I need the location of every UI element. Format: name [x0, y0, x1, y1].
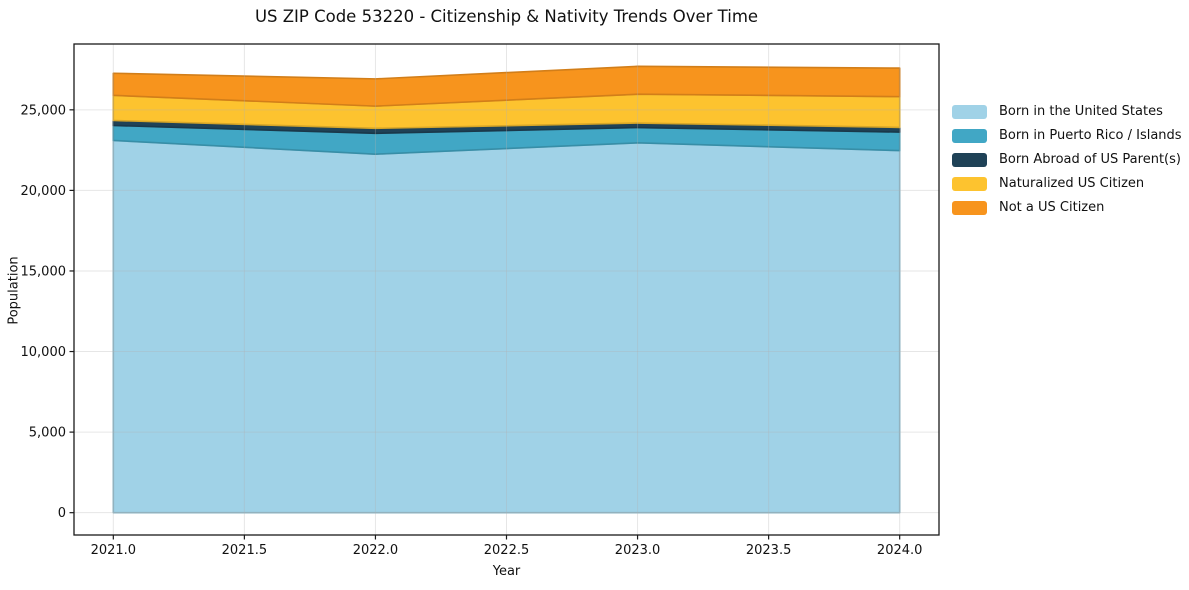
y-tick-label: 5,000 — [29, 426, 66, 441]
area-not-a-us-citizen — [112, 65, 901, 107]
y-tick-label: 0 — [58, 506, 66, 521]
legend-swatch-icon — [952, 128, 987, 143]
legend-label: Born in Puerto Rico / Islands — [999, 128, 1182, 143]
legend: Born in the United States Born in Puerto … — [952, 104, 1182, 215]
x-tick-label: 2021.0 — [91, 543, 137, 558]
y-tick-label: 25,000 — [21, 103, 67, 118]
x-tick-label: 2022.0 — [353, 543, 399, 558]
x-tick-label: 2022.5 — [484, 543, 530, 558]
chart-title: US ZIP Code 53220 - Citizenship & Nativi… — [254, 7, 759, 26]
legend-item-born-abroad-of-us-parent-s: Born Abroad of US Parent(s) — [952, 152, 1182, 167]
legend-label: Naturalized US Citizen — [999, 176, 1145, 191]
x-tick-label: 2021.5 — [222, 543, 268, 558]
legend-label: Not a US Citizen — [999, 200, 1105, 215]
x-tick-label: 2023.0 — [615, 543, 661, 558]
legend-label: Born in the United States — [999, 104, 1163, 119]
legend-item-naturalized-us-citizen: Naturalized US Citizen — [952, 176, 1182, 191]
legend-item-born-in-the-united-states: Born in the United States — [952, 104, 1182, 119]
legend-label: Born Abroad of US Parent(s) — [999, 152, 1181, 167]
legend-item-born-in-puerto-rico-islands: Born in Puerto Rico / Islands — [952, 128, 1182, 143]
y-axis-label: Population — [6, 256, 22, 325]
legend-swatch-icon — [952, 152, 987, 167]
legend-swatch-icon — [952, 200, 987, 215]
y-tick-label: 15,000 — [21, 264, 67, 279]
x-tick-label: 2023.5 — [746, 543, 792, 558]
x-axis-label: Year — [492, 564, 521, 579]
legend-swatch-icon — [952, 104, 987, 119]
legend-item-not-a-us-citizen: Not a US Citizen — [952, 200, 1182, 215]
x-tick-label: 2024.0 — [877, 543, 923, 558]
y-tick-label: 10,000 — [21, 345, 67, 360]
legend-swatch-icon — [952, 176, 987, 191]
y-tick-label: 20,000 — [21, 184, 67, 199]
